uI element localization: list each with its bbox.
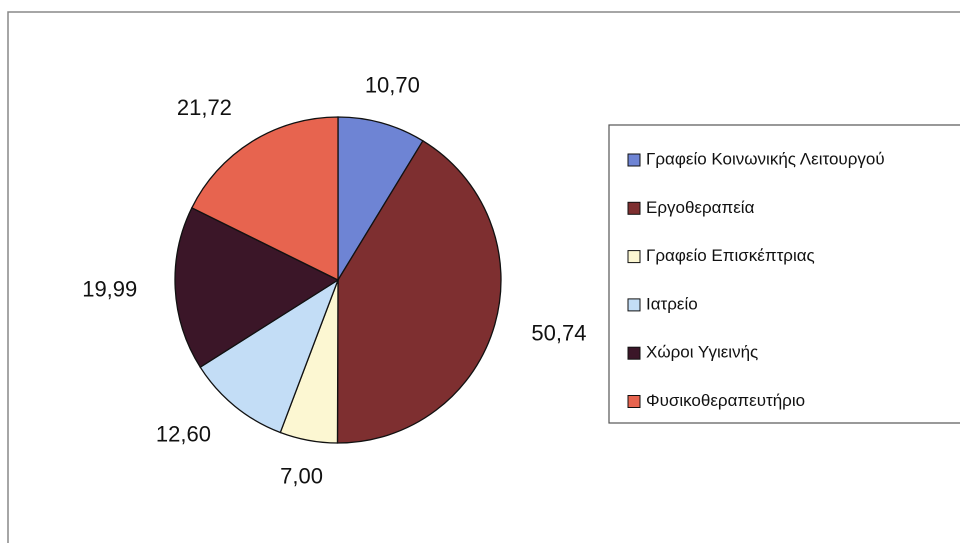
legend-label: Φυσικοθεραπευτήριο xyxy=(646,391,805,410)
data-label: 19,99 xyxy=(82,276,137,301)
data-label: 21,72 xyxy=(177,95,232,120)
legend-swatch xyxy=(627,153,641,167)
data-label: 50,74 xyxy=(531,320,586,345)
legend-label: Γραφείο Επισκέπτριας xyxy=(646,246,815,265)
data-label: 12,60 xyxy=(156,422,211,447)
pie-slice xyxy=(191,116,339,282)
legend-box xyxy=(608,124,960,424)
pie-slice xyxy=(336,139,502,444)
legend-label: Εργοθεραπεία xyxy=(646,198,755,217)
legend-swatch xyxy=(627,395,641,408)
legend-label: Χώροι Υγιεινής xyxy=(646,343,758,362)
legend-swatch xyxy=(627,201,641,215)
pie-slice xyxy=(174,206,340,369)
data-label: 10,70 xyxy=(365,72,420,97)
pie-slice xyxy=(337,116,424,283)
legend-label: Ιατρείο xyxy=(646,294,698,313)
legend-label: Γραφείο Κοινωνικής Λειτουργού xyxy=(646,149,885,168)
legend-swatch xyxy=(627,250,641,264)
data-label: 7,00 xyxy=(280,463,323,488)
legend-swatch xyxy=(627,298,641,312)
pie-slice xyxy=(199,278,340,434)
legend-swatch xyxy=(627,346,641,360)
